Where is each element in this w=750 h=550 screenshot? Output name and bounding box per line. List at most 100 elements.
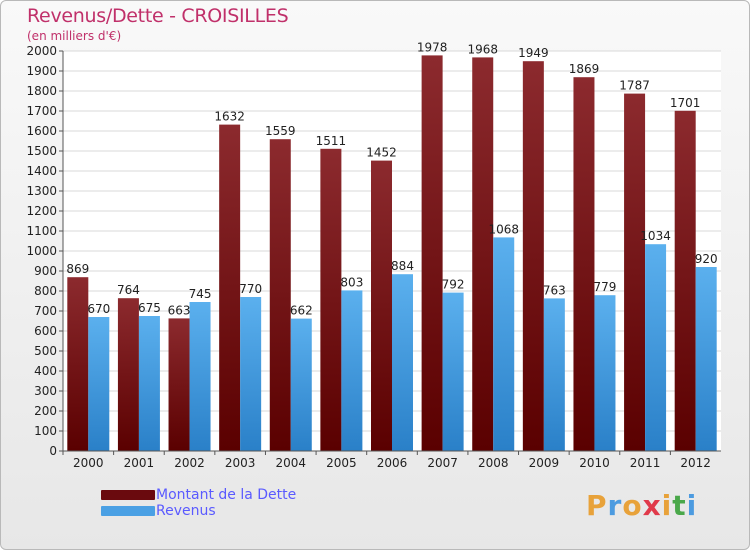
data-label-revenus: 779 — [594, 280, 617, 294]
data-label-revenus: 803 — [340, 275, 363, 289]
bar-dette — [219, 124, 241, 451]
bar-dette — [624, 93, 646, 451]
bar-dette — [522, 61, 544, 451]
legend-swatch-dette — [101, 490, 155, 500]
logo-letter: t — [672, 489, 687, 522]
bar-dette — [269, 139, 291, 451]
y-tick-label: 2000 — [26, 44, 57, 58]
y-tick-label: 1600 — [26, 124, 57, 138]
bar-dette — [168, 318, 190, 451]
y-tick-label: 400 — [34, 364, 57, 378]
x-tick-label: 2004 — [275, 456, 306, 470]
legend-label-revenus: Revenus — [156, 503, 216, 519]
bar-revenus — [543, 298, 565, 451]
data-label-revenus: 770 — [239, 282, 262, 296]
bar-revenus — [240, 297, 262, 451]
y-tick-label: 1200 — [26, 204, 57, 218]
data-label-revenus: 662 — [290, 304, 313, 318]
bar-revenus — [695, 267, 717, 451]
logo-letter: P — [586, 489, 608, 522]
bar-dette — [674, 110, 696, 452]
bar-revenus — [645, 244, 667, 451]
x-tick-label: 2010 — [579, 456, 610, 470]
data-label-revenus: 745 — [189, 287, 212, 301]
bar-dette — [421, 55, 443, 452]
x-tick-label: 2012 — [680, 456, 711, 470]
data-label-revenus: 1068 — [488, 222, 519, 236]
bar-dette — [117, 298, 139, 451]
data-label-revenus: 763 — [543, 283, 566, 297]
data-label-dette: 1559 — [265, 124, 296, 138]
chart-title: Revenus/Dette - CROISILLES — [27, 5, 289, 27]
data-label-revenus: 792 — [442, 278, 465, 292]
chart-legend: Montant de la Dette Revenus — [101, 487, 296, 519]
y-tick-label: 800 — [34, 284, 57, 298]
data-label-dette: 1968 — [467, 42, 498, 56]
data-label-dette: 1452 — [366, 146, 397, 160]
data-label-dette: 1978 — [417, 40, 448, 54]
data-label-revenus: 1034 — [640, 229, 671, 243]
data-label-revenus: 675 — [138, 301, 161, 315]
x-tick-label: 2006 — [377, 456, 408, 470]
x-tick-label: 2011 — [630, 456, 661, 470]
legend-label-dette: Montant de la Dette — [156, 487, 297, 503]
bar-revenus — [189, 302, 211, 451]
bar-revenus — [442, 292, 464, 451]
data-label-dette: 1869 — [569, 62, 600, 76]
x-tick-label: 2008 — [478, 456, 509, 470]
y-tick-label: 700 — [34, 304, 57, 318]
y-tick-label: 1100 — [26, 224, 57, 238]
bar-dette — [472, 57, 494, 452]
data-label-dette: 764 — [117, 283, 140, 297]
data-label-dette: 663 — [168, 303, 191, 317]
data-label-revenus: 920 — [695, 252, 718, 266]
x-tick-label: 2000 — [73, 456, 104, 470]
x-tick-label: 2007 — [427, 456, 458, 470]
legend-swatch-revenus — [101, 506, 155, 516]
y-tick-label: 1400 — [26, 164, 57, 178]
x-tick-label: 2002 — [174, 456, 205, 470]
data-label-dette: 869 — [66, 262, 89, 276]
data-label-revenus: 884 — [391, 259, 414, 273]
bar-revenus — [88, 317, 110, 451]
bar-revenus — [138, 316, 160, 451]
y-tick-label: 1700 — [26, 104, 57, 118]
bar-dette — [67, 277, 89, 451]
bar-dette — [371, 160, 392, 451]
y-tick-label: 1500 — [26, 144, 57, 158]
y-tick-label: 600 — [34, 324, 57, 338]
bar-revenus — [341, 290, 363, 451]
y-tick-label: 1000 — [26, 244, 57, 258]
y-tick-label: 1800 — [26, 84, 57, 98]
data-label-dette: 1949 — [518, 46, 549, 60]
data-label-dette: 1632 — [214, 110, 245, 124]
logo-letter: i — [661, 489, 673, 522]
logo-letter: r — [607, 489, 623, 522]
legend-item-dette: Montant de la Dette — [101, 487, 296, 503]
bar-dette — [320, 148, 342, 452]
logo-letter: x — [642, 489, 662, 522]
bar-revenus — [290, 318, 312, 451]
y-tick-label: 300 — [34, 384, 57, 398]
proxiti-logo: Proxiti — [586, 489, 697, 522]
x-tick-label: 2005 — [326, 456, 357, 470]
logo-letter: o — [622, 489, 643, 522]
y-tick-label: 1900 — [26, 64, 57, 78]
bar-revenus — [594, 295, 616, 451]
y-tick-label: 200 — [34, 404, 57, 418]
y-tick-label: 100 — [34, 424, 57, 438]
x-tick-label: 2001 — [124, 456, 155, 470]
logo-letter: i — [686, 489, 698, 522]
legend-item-revenus: Revenus — [101, 503, 296, 519]
data-label-revenus: 670 — [87, 302, 110, 316]
y-tick-label: 900 — [34, 264, 57, 278]
y-tick-label: 0 — [49, 444, 57, 458]
x-tick-label: 2003 — [225, 456, 256, 470]
data-label-dette: 1511 — [316, 134, 347, 148]
y-tick-label: 1300 — [26, 184, 57, 198]
data-label-dette: 1701 — [670, 96, 701, 110]
data-label-dette: 1787 — [619, 79, 650, 93]
x-tick-label: 2009 — [529, 456, 560, 470]
